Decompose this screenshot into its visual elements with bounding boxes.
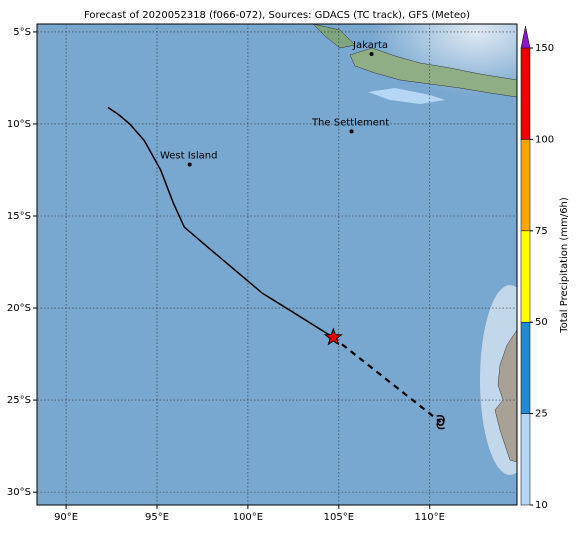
place-dot bbox=[187, 162, 192, 167]
y-tick-label: 25°S bbox=[7, 395, 31, 406]
land-java bbox=[349, 47, 517, 98]
colorbar-tick-label: 100 bbox=[535, 134, 554, 145]
forecast bbox=[332, 336, 442, 424]
colorbar-tick-label: 150 bbox=[535, 43, 554, 54]
colorbar-segment bbox=[520, 230, 531, 323]
basemap bbox=[37, 24, 517, 505]
coastal-shade bbox=[250, 24, 517, 184]
title: Forecast of 2020052318 (f066-072), Sourc… bbox=[84, 10, 470, 21]
cyclone-symbol bbox=[436, 415, 445, 430]
map-frame bbox=[36, 23, 518, 506]
track bbox=[107, 106, 334, 339]
place-dot bbox=[369, 52, 374, 57]
x-tick-label: 95°E bbox=[145, 512, 169, 523]
colorbar-segment bbox=[520, 139, 531, 232]
colorbar-tick-label: 50 bbox=[535, 317, 548, 328]
place-dot bbox=[349, 129, 354, 134]
x-tick-label: 105°E bbox=[324, 512, 354, 523]
colorbar-segment bbox=[520, 413, 531, 506]
place-label: The Settlement bbox=[311, 117, 389, 128]
colorbar-segment bbox=[520, 47, 531, 140]
y-tick-label: 30°S bbox=[7, 487, 31, 498]
y-tick-label: 20°S bbox=[7, 303, 31, 314]
y-tick-label: 10°S bbox=[7, 119, 31, 130]
colorbar-label: Total Precipitation (mm/6h) bbox=[559, 197, 570, 334]
x-tick-label: 110°E bbox=[415, 512, 445, 523]
land-australia bbox=[494, 329, 517, 463]
colorbar-tick-label: 25 bbox=[535, 409, 548, 420]
colorbar-extend bbox=[520, 25, 531, 49]
land bbox=[312, 24, 356, 49]
y-tick-label: 15°S bbox=[7, 211, 31, 222]
colorbar-tick-label: 75 bbox=[535, 226, 548, 237]
colorbar-segment bbox=[520, 321, 531, 414]
current-position bbox=[323, 327, 343, 346]
precip-patch bbox=[368, 88, 445, 104]
x-tick-label: 100°E bbox=[233, 512, 263, 523]
x-tick-label: 90°E bbox=[54, 512, 78, 523]
place-label: West Island bbox=[160, 150, 218, 161]
place-label: Jakarta bbox=[352, 40, 388, 51]
colorbar-tick-label: 10 bbox=[535, 500, 548, 511]
y-tick-label: 5°S bbox=[13, 27, 31, 38]
